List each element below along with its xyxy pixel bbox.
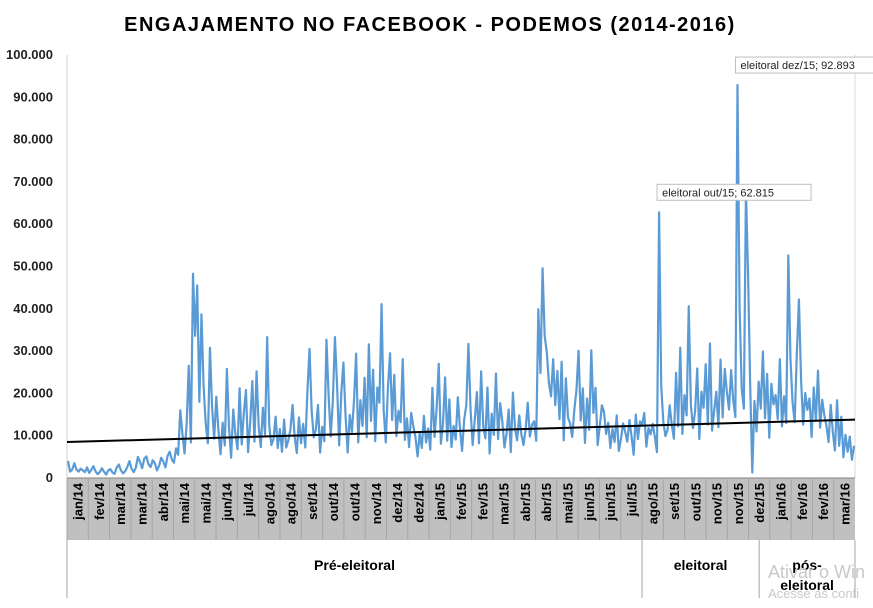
- period-label: eleitoral: [674, 557, 728, 573]
- x-tick-label: mar/16: [837, 483, 852, 525]
- y-tick-label: 60.000: [13, 216, 53, 231]
- callout-box: [734, 56, 873, 74]
- chart-title-group: ENGAJAMENTO NO FACEBOOK - PODEMOS (2014-…: [124, 14, 736, 36]
- x-tick-label: fev/15: [454, 483, 469, 520]
- y-tick-label: 70.000: [13, 174, 53, 189]
- x-tick-label: fev/16: [816, 483, 831, 520]
- chart-title: ENGAJAMENTO NO FACEBOOK - PODEMOS (2014-…: [124, 14, 736, 36]
- plot-frame: [66, 55, 856, 478]
- callout-label: eleitoral dez/15; 92.893: [740, 60, 854, 72]
- x-tick-label: nov/14: [369, 482, 384, 524]
- x-tick-label: fev/15: [475, 483, 490, 520]
- period-label: pós-: [792, 557, 822, 573]
- annotations: eleitoral out/15; 62.815 eleitoral dez/15…: [656, 56, 873, 201]
- x-tick-label: jun/14: [220, 482, 235, 521]
- data-callout: eleitoral dez/15; 92.893: [734, 56, 873, 74]
- y-axis: 0 10.000 20.000 30.000 40.000 50.000 60.000 70.…: [6, 47, 53, 485]
- x-tick-label: out/14: [326, 482, 341, 521]
- x-axis-tick-labels: jan/14 fev/14 mar/14 mar/14 abr/14 mai/14 mai/…: [66, 478, 852, 540]
- x-tick-label: dez/14: [390, 482, 405, 523]
- x-tick-label: abr/14: [156, 482, 171, 521]
- x-tick-label: ago/14: [284, 482, 299, 524]
- x-tick-label: mai/15: [560, 483, 575, 523]
- x-tick-label: fev/16: [795, 483, 810, 520]
- y-tick-label: 20.000: [13, 385, 53, 400]
- x-tick-label: abr/15: [539, 483, 554, 521]
- watermark-line1: Ativar o Win: [768, 562, 865, 582]
- activation-watermark: Ativar o Win Acesse as confi: [768, 562, 865, 601]
- x-tick-label: out/14: [348, 482, 363, 521]
- x-tick-label: dez/15: [752, 483, 767, 523]
- x-tick-label: ago/15: [646, 483, 661, 524]
- engagement-series-line: [66, 83, 856, 476]
- y-tick-label: 40.000: [13, 301, 53, 316]
- x-tick-label: nov/15: [710, 483, 725, 524]
- period-label: Pré-eleitoral: [314, 557, 395, 573]
- series-layer: [66, 83, 856, 476]
- x-tick-label: dez/14: [411, 482, 426, 523]
- y-tick-label: 90.000: [13, 89, 53, 104]
- period-labels: Pré-eleitoral eleitoral pós-eleitoral: [66, 540, 856, 598]
- x-tick-label: abr/15: [518, 483, 533, 521]
- x-tick-label: mar/14: [135, 482, 150, 525]
- trendline: [66, 418, 856, 444]
- x-tick-label: mai/14: [198, 482, 213, 523]
- x-tick-label: fev/14: [92, 482, 107, 520]
- x-tick-label: jan/15: [433, 483, 448, 521]
- y-tick-label: 30.000: [13, 343, 53, 358]
- y-tick-label: 0: [46, 470, 53, 485]
- y-tick-label: 80.000: [13, 132, 53, 147]
- x-tick-label: out/15: [688, 483, 703, 521]
- x-tick-label: mai/14: [177, 482, 192, 523]
- trendline-layer: [66, 418, 856, 444]
- x-band-background: [67, 478, 855, 540]
- watermark-line2: Acesse as confi: [768, 586, 859, 601]
- x-category-band: [67, 477, 855, 540]
- y-tick-label: 10.000: [13, 428, 53, 443]
- x-tick-label: set/14: [305, 482, 320, 520]
- data-callout: eleitoral out/15; 62.815: [656, 183, 812, 201]
- x-tick-label: jun/15: [603, 483, 618, 522]
- x-tick-label: set/15: [667, 483, 682, 520]
- y-tick-label: 100.000: [6, 47, 53, 62]
- callout-label: eleitoral out/15; 62.815: [662, 187, 774, 199]
- x-tick-label: jul/15: [624, 483, 639, 517]
- y-tick-label: 50.000: [13, 259, 53, 274]
- x-tick-label: ago/14: [262, 482, 277, 524]
- x-tick-label: jan/16: [773, 483, 788, 521]
- x-tick-label: nov/15: [731, 483, 746, 524]
- x-tick-label: mar/14: [113, 482, 128, 525]
- callout-box: [656, 183, 812, 201]
- x-tick-label: jan/14: [71, 482, 86, 521]
- x-tick-label: mar/15: [497, 483, 512, 525]
- period-label: eleitoral: [780, 577, 834, 593]
- x-tick-label: jul/14: [241, 482, 256, 517]
- x-tick-label: jun/15: [582, 483, 597, 522]
